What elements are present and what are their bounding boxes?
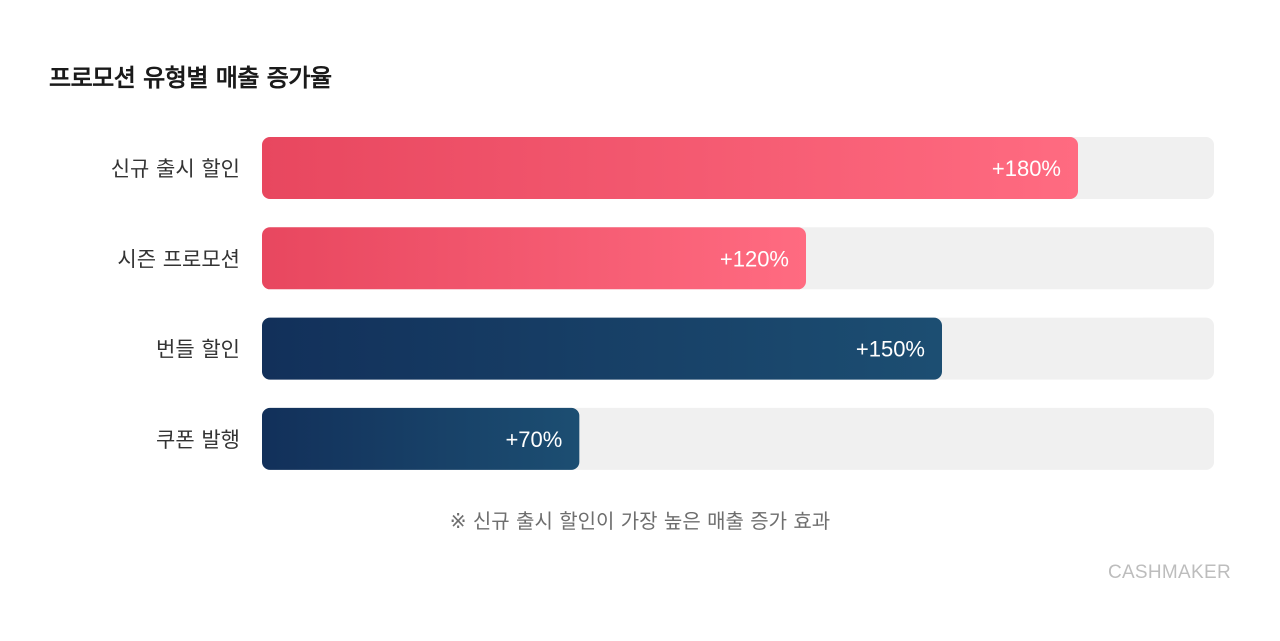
value-label: +120% (720, 246, 789, 271)
bar (262, 227, 806, 290)
bar (262, 137, 1078, 199)
category-label: 신규 출시 할인 (111, 157, 240, 181)
category-label: 번들 할인 (156, 338, 240, 362)
category-label: 쿠폰 발행 (156, 428, 240, 452)
value-label: +180% (992, 156, 1061, 181)
chart-annotation: ※ 신규 출시 할인이 가장 높은 매출 증가 효과 (449, 509, 831, 533)
value-label: +150% (856, 337, 925, 362)
bar (262, 317, 942, 380)
bars-group: 신규 출시 할인 +180% 시즌 프로모션 +120% 번들 할인 +150% 쿠폰 발행… (111, 137, 1214, 470)
value-label: +70% (505, 427, 562, 452)
brand-logo: CASHMAKER (1107, 562, 1231, 583)
category-label: 시즌 프로모션 (117, 247, 240, 271)
bar (262, 407, 580, 470)
chart-title: 프로모션 유형별 매출 증가율 (49, 64, 332, 92)
